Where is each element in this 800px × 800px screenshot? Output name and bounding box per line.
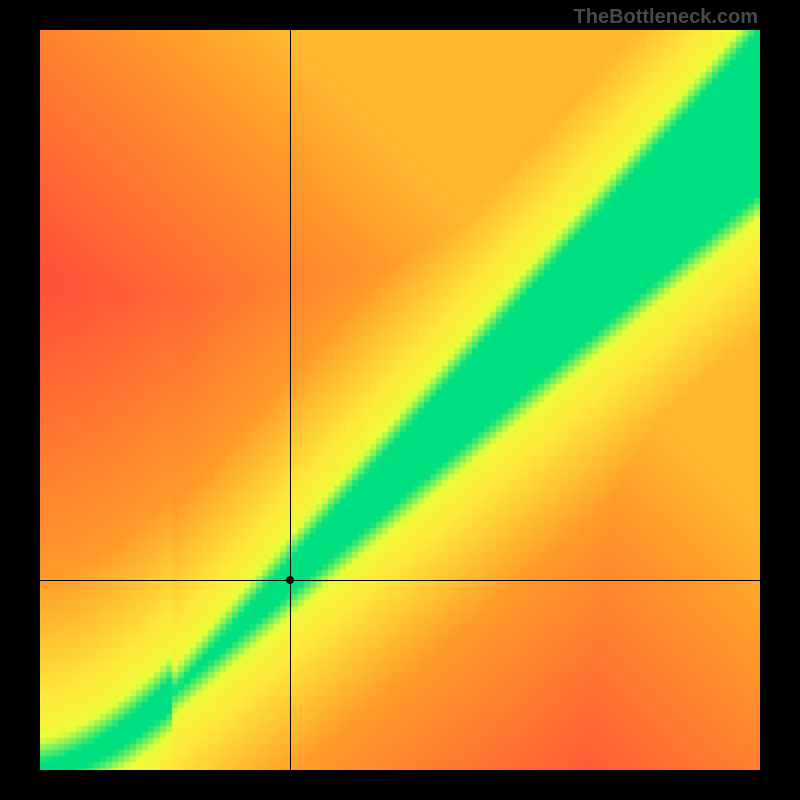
crosshair-horizontal [40,580,760,581]
crosshair-vertical [290,30,291,770]
watermark-text: TheBottleneck.com [574,6,758,29]
crosshair-marker [286,576,294,584]
bottleneck-heatmap [40,30,760,770]
